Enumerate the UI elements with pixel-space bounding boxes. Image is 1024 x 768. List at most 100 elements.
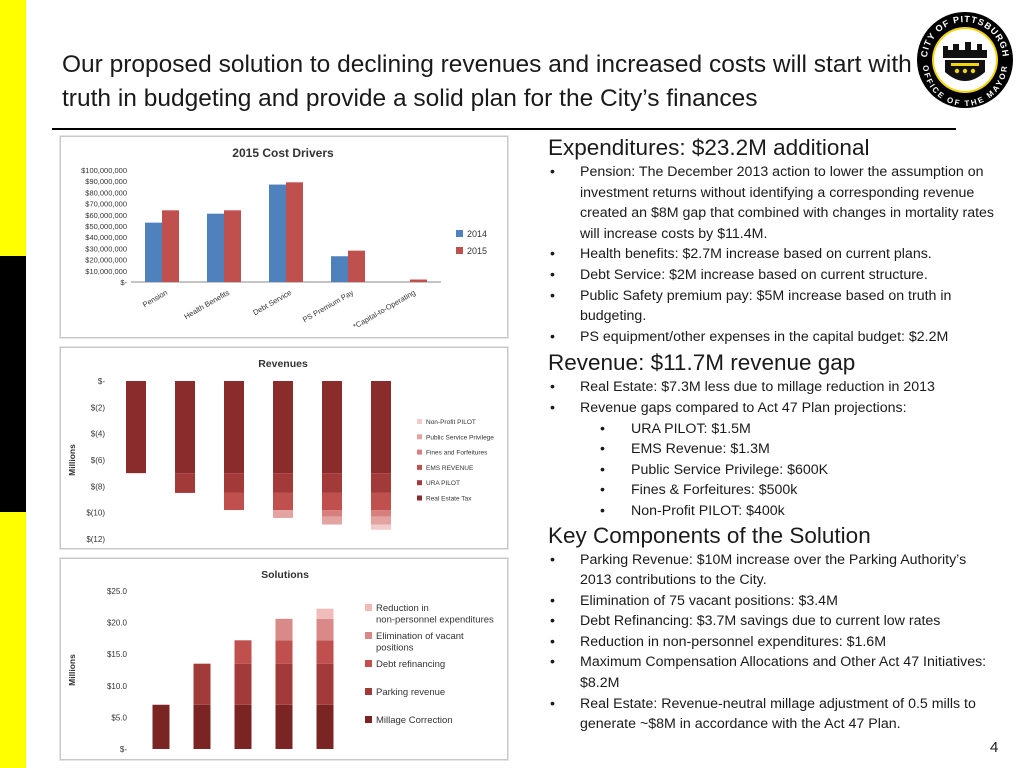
bar-segment-Parking revenue: [193, 663, 211, 705]
x-tick-label: PS Premium Pay: [301, 288, 355, 324]
legend-swatch: [417, 495, 422, 501]
legend-swatch: [365, 660, 372, 667]
chart-title: 2015 Cost Drivers: [232, 146, 334, 160]
revenue-sub-list: URA PILOT: $1.5M EMS Revenue: $1.3M Publ…: [548, 419, 998, 522]
legend-label: 2015: [467, 246, 487, 256]
legend-label: EMS REVENUE: [426, 465, 474, 472]
list-item: Fines & Forfeitures: $500k: [548, 480, 998, 501]
bar-2015: [410, 279, 427, 282]
list-item: Debt Refinancing: $3.7M savings due to c…: [548, 611, 998, 632]
bar-2015: [286, 182, 303, 282]
list-item: Elimination of 75 vacant positions: $3.4…: [548, 591, 998, 612]
bar-segment-Real Estate Tax: [273, 381, 293, 474]
bar-2014: [269, 184, 286, 282]
bar-segment-URA PILOT: [371, 473, 391, 493]
y-tick-label: $(6): [91, 456, 106, 465]
y-tick-label: $15.0: [107, 650, 128, 659]
list-item: Real Estate: $7.3M less due to millage r…: [548, 377, 998, 398]
bar-segment-Non-Profit PILOT: [371, 524, 391, 530]
y-tick-label: $10,000,000: [85, 267, 127, 276]
list-item: Parking Revenue: $10M increase over the …: [548, 550, 998, 591]
bar-segment-Real Estate Tax: [322, 381, 342, 474]
bar-segment-Public Service Privilege: [322, 516, 342, 525]
y-tick-label: $30,000,000: [85, 244, 127, 253]
bar-segment-Millage Correction: [193, 704, 211, 749]
bar-segment-Fines and Forfeitures: [322, 510, 342, 517]
list-item: Revenue gaps compared to Act 47 Plan pro…: [548, 398, 998, 419]
y-tick-label: $(10): [86, 509, 105, 518]
bar-segment-Elimination of vacant positions: [275, 618, 293, 641]
slide-title: Our proposed solution to declining reven…: [62, 51, 912, 112]
y-tick-label: $40,000,000: [85, 233, 127, 242]
bar-segment-URA PILOT: [322, 473, 342, 493]
cost-drivers-chart: 2015 Cost Drivers $100,000,000 $90,000,000…: [81, 146, 487, 331]
solutions-chart: Solutions Millions $25.0 $20.0 $15.0 $10.0 $5.…: [67, 569, 494, 754]
y-axis-label: Millions: [67, 654, 77, 686]
y-tick-label: $70,000,000: [85, 200, 127, 209]
y-tick-label: $60,000,000: [85, 211, 127, 220]
x-tick-label: Debt Service: [251, 288, 293, 317]
title-divider: [52, 128, 956, 130]
legend-swatch: [417, 449, 422, 455]
y-tick-label: $5.0: [111, 713, 127, 722]
bar-segment-Parking revenue: [234, 663, 252, 705]
y-tick-label: $25.0: [107, 587, 128, 596]
y-tick-label: $-: [120, 278, 127, 287]
bar-segment-Public Service Privilege: [371, 516, 391, 525]
bar-segment-Parking revenue: [275, 663, 293, 705]
y-tick-label: $80,000,000: [85, 188, 127, 197]
bar-segment-Millage Correction: [152, 704, 170, 749]
bar-segment-Millage Correction: [275, 704, 293, 749]
legend-swatch: [417, 464, 422, 470]
bar-2014: [207, 213, 224, 282]
bar-segment-Real Estate Tax: [126, 381, 146, 474]
bar-segment-Debt refinancing: [316, 640, 334, 664]
chart-title: Revenues: [258, 358, 308, 370]
list-item: Debt Service: $2M increase based on curr…: [548, 265, 998, 286]
list-item: EMS Revenue: $1.3M: [548, 439, 998, 460]
legend-label: Public Service Privilege: [426, 434, 494, 441]
legend-label: Millage Correction: [376, 715, 453, 726]
legend-label: Fines and Forfeitures: [426, 450, 488, 457]
bar-segment-EMS REVENUE: [224, 492, 244, 511]
y-tick-label: $-: [98, 377, 105, 386]
list-item: Reduction in non-personnel expenditures:…: [548, 632, 998, 653]
solutions-chart-box: Solutions Millions $25.0 $20.0 $15.0 $10.0 $5.…: [60, 558, 508, 760]
revenues-chart-box: Revenues Millions $- $(2) $(4) $(6) $(8) $(10) $…: [60, 347, 508, 549]
bar-segment-EMS REVENUE: [322, 492, 342, 511]
list-item: URA PILOT: $1.5M: [548, 419, 998, 440]
legend-label: URA PILOT: [426, 480, 460, 487]
solution-heading: Key Components of the Solution: [548, 522, 871, 548]
y-tick-label: $50,000,000: [85, 222, 127, 231]
y-tick-label: $90,000,000: [85, 177, 127, 186]
list-item: PS equipment/other expenses in the capit…: [548, 327, 998, 348]
legend-swatch: [365, 632, 372, 639]
city-seal-logo: CITY OF PITTSBURGH OFFICE OF THE MAYOR: [917, 12, 1013, 108]
bar-segment-Debt refinancing: [275, 640, 293, 664]
revenues-chart: Revenues Millions $- $(2) $(4) $(6) $(8) $(10) $…: [67, 358, 494, 544]
cost-drivers-chart-box: 2015 Cost Drivers $100,000,000 $90,000,000…: [60, 136, 508, 338]
side-bar-black: [0, 256, 26, 512]
bar-segment-EMS REVENUE: [273, 492, 293, 511]
bar-segment-EMS REVENUE: [371, 492, 391, 511]
text-column: Expenditures: $23.2M additional Pension:…: [548, 134, 998, 735]
bar-2014: [331, 256, 348, 282]
bar-segment-Real Estate Tax: [224, 381, 244, 474]
y-tick-label: $(4): [91, 430, 106, 439]
chart-title: Solutions: [261, 569, 309, 581]
bar-segment-Millage Correction: [234, 704, 252, 749]
y-tick-label: $20,000,000: [85, 256, 127, 265]
list-item: Public Safety premium pay: $5M increase …: [548, 286, 998, 327]
bar-2015: [348, 250, 365, 282]
y-tick-label: $20.0: [107, 619, 128, 628]
bar-segment-Debt refinancing: [234, 640, 252, 664]
bar-segment-Elimination of vacant positions: [316, 618, 334, 641]
list-item: Non-Profit PILOT: $400k: [548, 501, 998, 522]
legend-label: Parking revenue: [376, 687, 445, 698]
y-tick-label: $-: [120, 745, 127, 754]
list-item: Health benefits: $2.7M increase based on…: [548, 244, 998, 265]
bar-segment-URA PILOT: [175, 473, 195, 493]
legend-label: Real Estate Tax: [426, 496, 472, 503]
list-item: Real Estate: Revenue-neutral millage adj…: [548, 694, 998, 735]
bar-2015: [162, 210, 179, 282]
